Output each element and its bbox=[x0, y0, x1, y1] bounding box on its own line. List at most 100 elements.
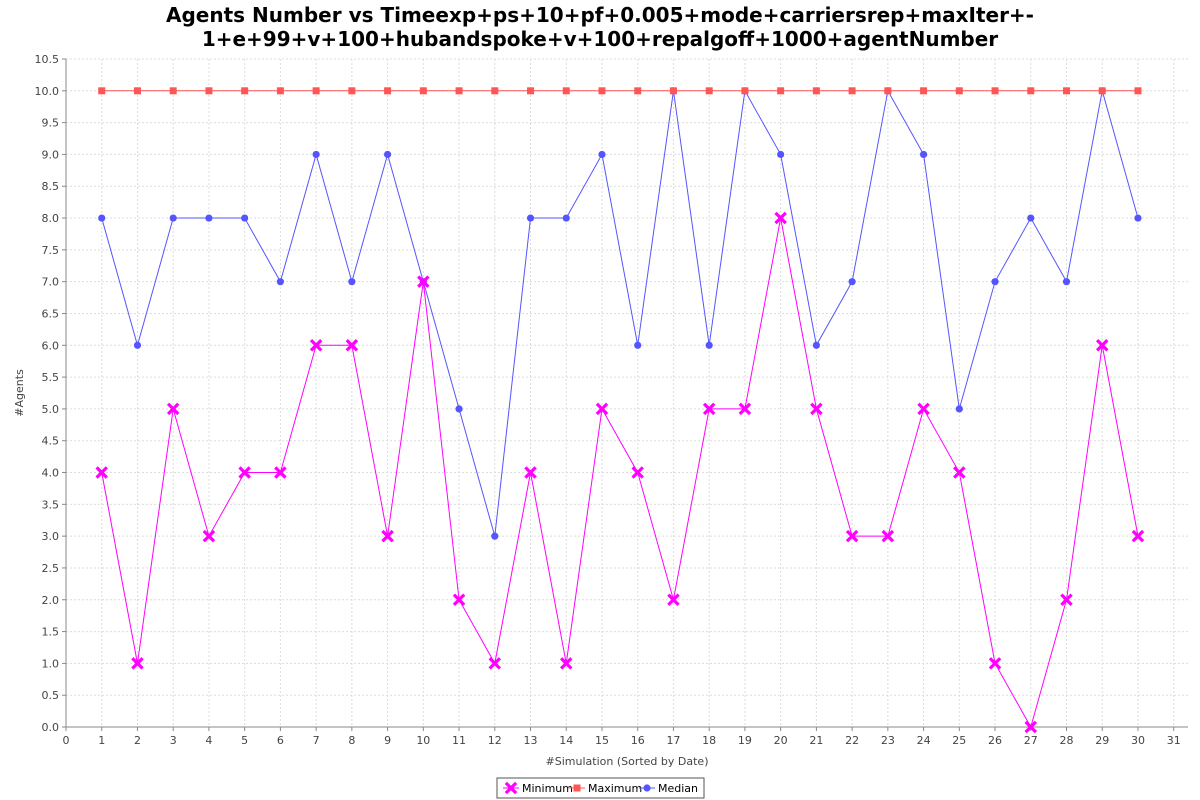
y-tick-label: 2.5 bbox=[42, 562, 60, 575]
minimum-data-point bbox=[845, 529, 859, 543]
median-data-point bbox=[991, 278, 999, 286]
maximum-data-point bbox=[562, 87, 570, 95]
maximum-data-point bbox=[98, 87, 106, 95]
axes: 0.0 0.5 1.0 1.5 2.0 2.5 3.0 3.5 4.0 4.5 5.0 5.5 6.0 6… bbox=[35, 53, 1188, 747]
maximum-data-point bbox=[777, 87, 785, 95]
y-tick-label: 7.0 bbox=[42, 276, 60, 289]
grid bbox=[66, 58, 1188, 728]
maximum-data-point bbox=[705, 87, 713, 95]
legend-item-median: Median bbox=[639, 782, 698, 795]
median-data-point bbox=[312, 150, 320, 159]
maximum-data-point bbox=[312, 87, 320, 95]
y-tick-label: 7.5 bbox=[42, 244, 60, 257]
y-tick-label: 1.5 bbox=[42, 626, 60, 639]
median-data-point bbox=[133, 341, 142, 349]
chart-title-line-1: Agents Number vs Timeexp+ps+10+pf+0.005+… bbox=[166, 3, 1034, 27]
minimum-data-point bbox=[345, 339, 359, 352]
legend-item-maximum: Maximum bbox=[569, 782, 642, 795]
maximum-data-point bbox=[598, 87, 606, 95]
minimum-data-point bbox=[202, 529, 216, 543]
x-tick-label: 3 bbox=[170, 734, 177, 747]
median-data-point bbox=[562, 214, 570, 222]
x-tick-label: 20 bbox=[774, 734, 788, 747]
minimum-data-point bbox=[1060, 593, 1073, 607]
median-data-point bbox=[919, 150, 928, 159]
median-data-point bbox=[276, 278, 284, 286]
x-tick-label: 24 bbox=[917, 734, 931, 747]
x-tick-label: 28 bbox=[1060, 734, 1074, 747]
maximum-data-point bbox=[634, 87, 642, 95]
legend-label-minimum: Minimum bbox=[522, 782, 573, 795]
minimum-data-point bbox=[702, 402, 716, 416]
minimum-data-point bbox=[524, 466, 537, 479]
x-tick-label: 0 bbox=[63, 734, 70, 747]
x-tick-label: 5 bbox=[241, 734, 248, 747]
minimum-data-point bbox=[810, 402, 823, 416]
minimum-data-point bbox=[238, 466, 251, 479]
median-data-point bbox=[526, 214, 535, 222]
maximum-data-point bbox=[419, 87, 427, 95]
legend-marker-median bbox=[643, 784, 651, 792]
maximum-data-point bbox=[1027, 87, 1035, 95]
maximum-data-point bbox=[669, 87, 677, 95]
y-tick-label: 3.5 bbox=[42, 498, 60, 511]
median-data-point bbox=[598, 150, 606, 159]
y-tick-label: 1.0 bbox=[42, 657, 60, 670]
maximum-data-point bbox=[384, 87, 392, 95]
y-tick-label: 8.5 bbox=[42, 180, 60, 193]
x-tick-label: 26 bbox=[988, 734, 1002, 747]
y-tick-label: 9.0 bbox=[42, 148, 60, 161]
x-tick-label: 31 bbox=[1167, 734, 1181, 747]
minimum-data-point bbox=[738, 402, 752, 416]
median-data-point bbox=[777, 150, 785, 159]
x-tick-label: 22 bbox=[845, 734, 859, 747]
maximum-data-point bbox=[455, 87, 463, 95]
x-tick-label: 6 bbox=[277, 734, 284, 747]
minimum-data-point bbox=[131, 657, 144, 670]
maximum-data-point bbox=[491, 87, 499, 95]
minimum-data-point bbox=[917, 402, 930, 416]
maximum-data-point bbox=[241, 87, 249, 95]
maximum-data-point bbox=[812, 87, 820, 95]
y-tick-label: 2.0 bbox=[42, 594, 60, 607]
y-tick-label: 0.5 bbox=[42, 689, 60, 702]
median-data-point bbox=[812, 341, 820, 349]
median-data-point bbox=[1027, 214, 1035, 222]
x-tick-label: 16 bbox=[631, 734, 645, 747]
y-tick-label: 10.5 bbox=[35, 53, 60, 66]
median-data-point bbox=[455, 405, 463, 413]
x-tick-label: 13 bbox=[524, 734, 538, 747]
minimum-data-point bbox=[667, 593, 680, 607]
median-data-point bbox=[98, 214, 106, 222]
median-data-point bbox=[955, 405, 963, 413]
maximum-data-point bbox=[920, 87, 928, 95]
minimum-data-point bbox=[488, 657, 502, 670]
y-tick-label: 5.0 bbox=[42, 403, 60, 416]
x-tick-label: 15 bbox=[595, 734, 609, 747]
y-tick-label: 8.0 bbox=[42, 212, 60, 225]
y-tick-label: 5.5 bbox=[42, 371, 60, 384]
minimum-data-point bbox=[95, 466, 108, 479]
minimum-data-point bbox=[417, 275, 430, 288]
legend-label-maximum: Maximum bbox=[588, 782, 642, 795]
minimum-data-point bbox=[1131, 529, 1145, 543]
x-tick-label: 30 bbox=[1131, 734, 1145, 747]
maximum-data-point bbox=[848, 87, 856, 95]
maximum-data-point bbox=[955, 87, 963, 95]
minimum-data-point bbox=[452, 593, 466, 607]
x-tick-label: 19 bbox=[738, 734, 752, 747]
median-data-point bbox=[169, 214, 177, 222]
plot-area bbox=[66, 59, 1188, 727]
median-data-point bbox=[348, 278, 356, 286]
x-tick-label: 2 bbox=[134, 734, 141, 747]
minimum-data-point bbox=[1024, 720, 1038, 734]
legend-marker-minimum bbox=[504, 781, 518, 795]
legend-box bbox=[496, 777, 705, 799]
series-maximum bbox=[98, 87, 1142, 95]
x-tick-label: 21 bbox=[809, 734, 823, 747]
x-tick-label: 10 bbox=[416, 734, 430, 747]
minimum-data-point bbox=[166, 402, 180, 416]
x-tick-label: 12 bbox=[488, 734, 502, 747]
minimum-data-point bbox=[988, 657, 1002, 670]
